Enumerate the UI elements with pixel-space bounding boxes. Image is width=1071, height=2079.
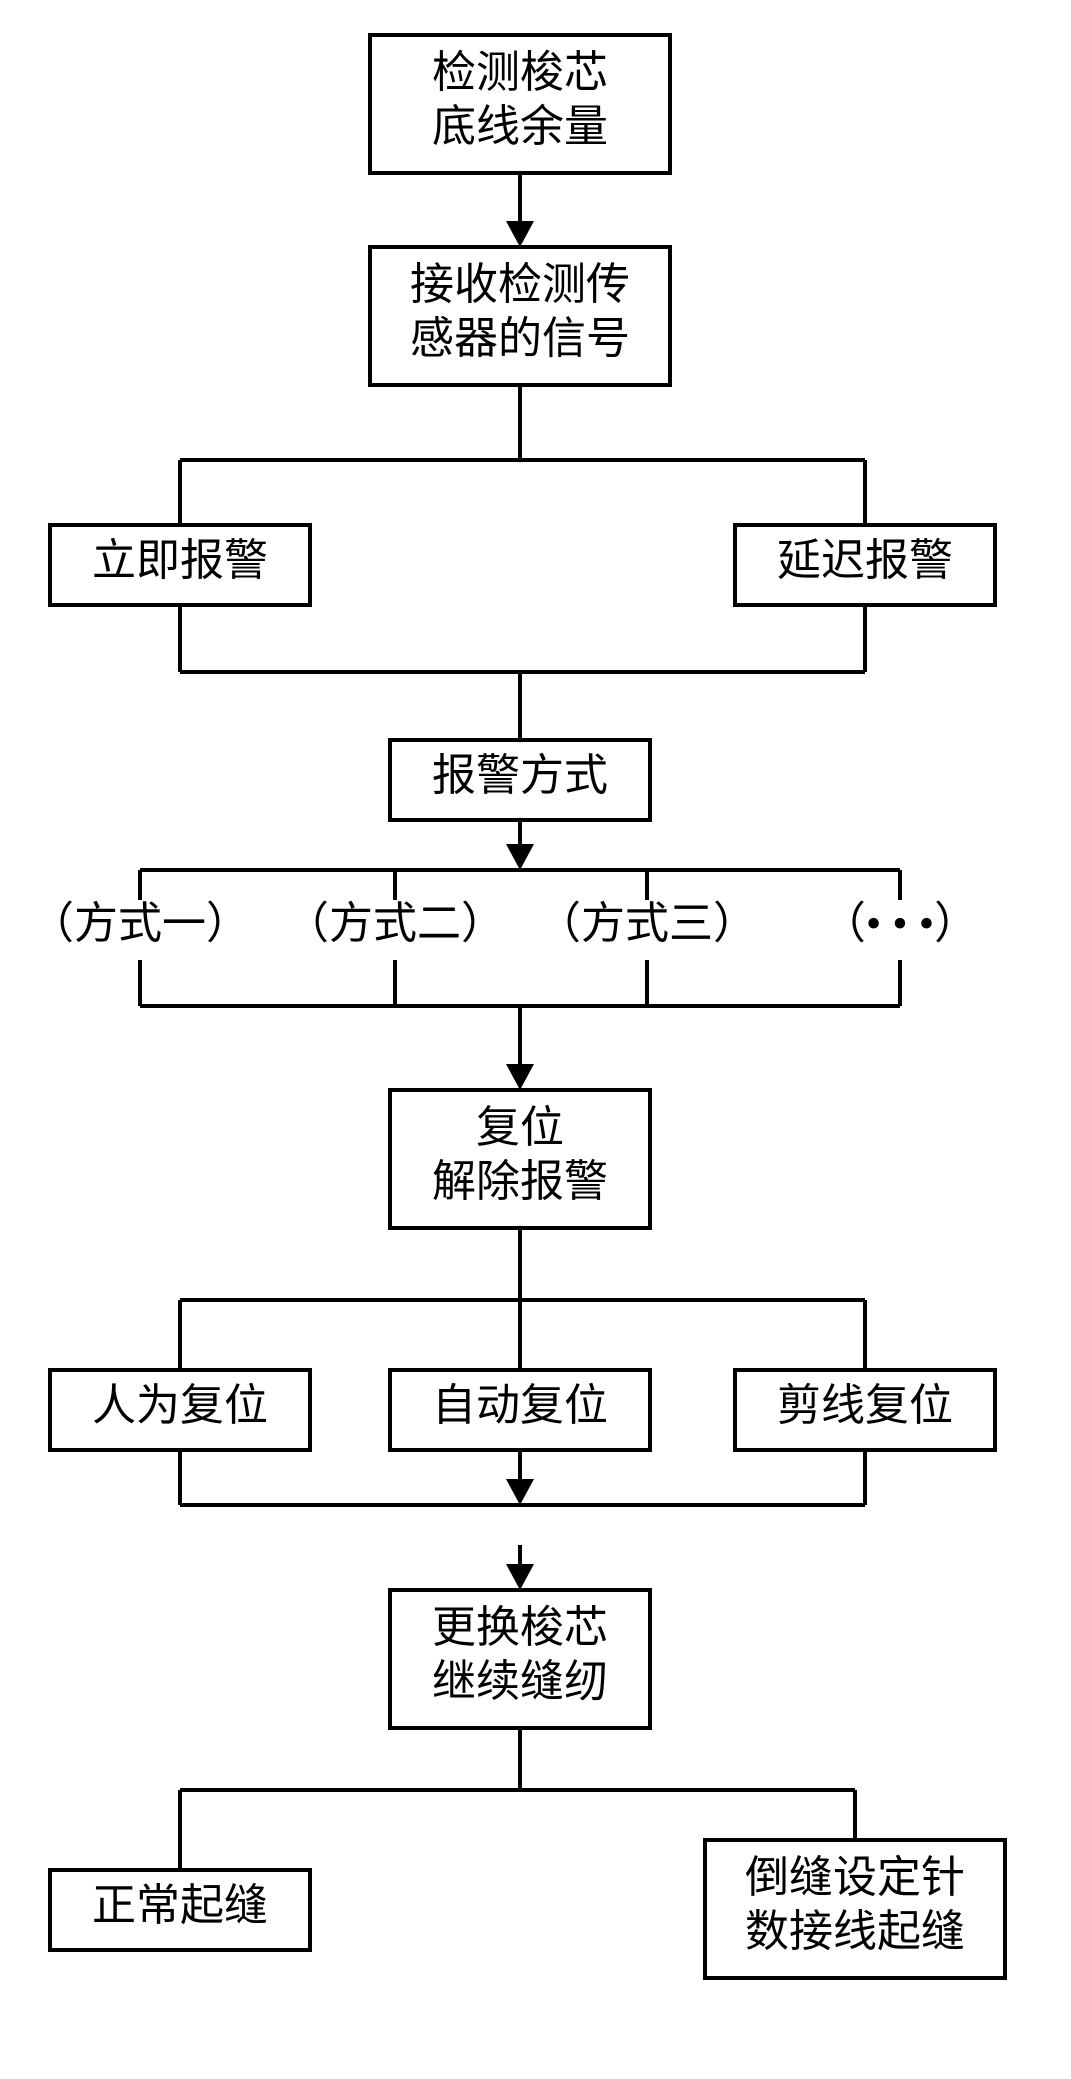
arrow-head-icon [506,844,534,870]
node-label: 解除报警 [432,1157,608,1206]
flow-node-n2: 接收检测传感器的信号 [370,247,670,385]
method-label-m3: （方式三） [537,899,757,948]
method-label-m2: （方式二） [285,899,505,948]
flow-node-n8: 自动复位 [390,1370,650,1450]
node-label: 复位 [476,1103,564,1152]
node-label: 底线余量 [432,102,608,151]
node-label: 倒缝设定针 [745,1853,965,1902]
node-label: 剪线复位 [777,1381,953,1430]
flow-node-n5: 报警方式 [390,740,650,820]
node-label: 更换梭芯 [432,1603,608,1652]
flow-node-n3: 立即报警 [50,525,310,605]
flow-node-n10: 更换梭芯继续缝纫 [390,1590,650,1728]
node-label: 正常起缝 [92,1881,268,1930]
flow-node-n1: 检测梭芯底线余量 [370,35,670,173]
flow-node-n4: 延迟报警 [735,525,995,605]
node-label: 检测梭芯 [432,48,608,97]
method-label-m1: （方式一） [30,899,250,948]
arrow-head-icon [506,1479,534,1505]
flow-node-n12: 倒缝设定针数接线起缝 [705,1840,1005,1978]
arrow-head-icon [506,1564,534,1590]
node-label: 人为复位 [92,1381,268,1430]
node-label: 自动复位 [432,1381,608,1430]
flow-node-n7: 人为复位 [50,1370,310,1450]
node-label: 延迟报警 [777,536,953,585]
flow-node-n6: 复位解除报警 [390,1090,650,1228]
method-label-m4: （• • •） [822,899,978,948]
arrow-head-icon [506,1064,534,1090]
node-label: 感器的信号 [410,314,630,363]
node-label: 继续缝纫 [432,1657,608,1706]
node-label: 数接线起缝 [745,1907,965,1956]
node-label: 接收检测传 [410,260,630,309]
node-label: 报警方式 [432,751,608,800]
arrow-head-icon [506,221,534,247]
flow-node-n11: 正常起缝 [50,1870,310,1950]
flow-node-n9: 剪线复位 [735,1370,995,1450]
node-label: 立即报警 [92,536,268,585]
